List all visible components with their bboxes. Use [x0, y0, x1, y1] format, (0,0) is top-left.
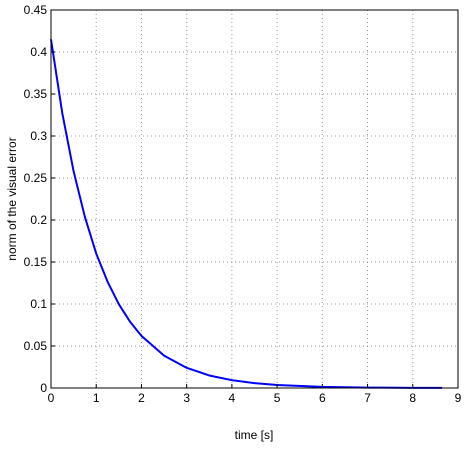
x-axis-label: time [s] [235, 428, 274, 442]
y-tick-label: 0.1 [30, 297, 47, 311]
x-tick-label: 6 [319, 391, 326, 405]
x-tick-label: 0 [48, 391, 55, 405]
y-tick-label: 0.4 [30, 45, 47, 59]
y-tick-label: 0.2 [30, 213, 47, 227]
x-tick-label: 4 [229, 391, 236, 405]
y-tick-label: 0 [40, 381, 47, 395]
x-tick-label: 8 [409, 391, 416, 405]
axes-box [50, 9, 459, 389]
y-tick-label: 0.45 [24, 3, 48, 17]
x-tick-label: 1 [93, 391, 100, 405]
y-tick-label: 0.3 [30, 129, 47, 143]
x-tick-label: 3 [183, 391, 190, 405]
y-tick-label: 0.35 [24, 87, 48, 101]
y-tick-label: 0.05 [24, 339, 48, 353]
y-axis-label: norm of the visual error [5, 137, 19, 260]
y-tick-label: 0.25 [24, 171, 48, 185]
y-tick-label: 0.15 [24, 255, 48, 269]
x-tick-label: 7 [364, 391, 371, 405]
x-tick-label: 2 [138, 391, 145, 405]
x-tick-label: 5 [274, 391, 281, 405]
x-tick-label: 9 [455, 391, 462, 405]
tick-layer: 0 1 2 3 4 5 6 7 8 9 0 0.05 0.1 0.15 0.2 0.25 0.3 0.35 0.4 0… [24, 3, 462, 405]
